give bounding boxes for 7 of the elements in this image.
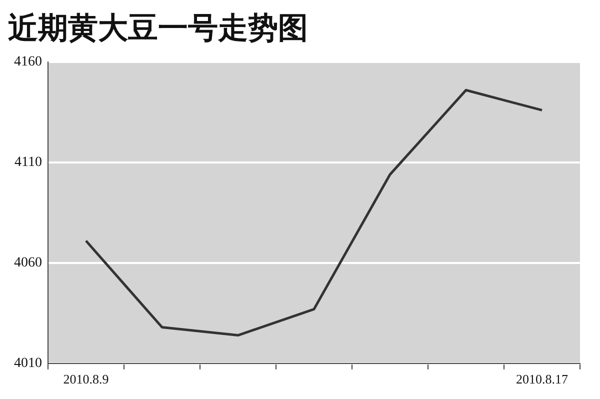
chart-title: 近期黄大豆一号走势图: [8, 10, 308, 46]
x-tick-label: 2010.8.17: [516, 372, 568, 387]
x-tick-label: 2010.8.9: [63, 372, 109, 387]
y-tick-label: 4110: [14, 155, 42, 170]
y-tick-label: 4060: [14, 256, 42, 271]
y-tick-label: 4010: [14, 356, 42, 372]
y-tick-label: 4160: [14, 54, 42, 70]
